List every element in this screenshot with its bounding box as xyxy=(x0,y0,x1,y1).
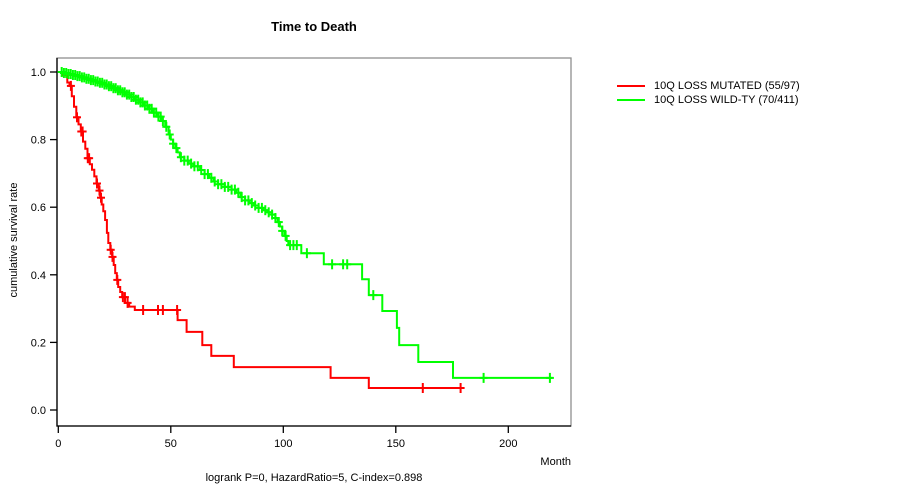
legend-line-green-icon xyxy=(617,99,645,101)
legend: 10Q LOSS MUTATED (55/97) 10Q LOSS WILD-T… xyxy=(617,79,800,107)
y-tick-label: 0.6 xyxy=(31,202,46,214)
x-tick-label: 100 xyxy=(274,438,292,450)
x-tick-label: 150 xyxy=(387,438,405,450)
plot-box xyxy=(56,57,572,427)
y-tick-label: 0.0 xyxy=(31,405,46,417)
x-tick-label: 0 xyxy=(55,438,61,450)
plot-title: Time to Death xyxy=(271,19,357,34)
survival-curve-mutated xyxy=(58,71,465,393)
y-tick-label: 0.8 xyxy=(31,135,46,147)
stats-caption: logrank P=0, HazardRatio=5, C-index=0.89… xyxy=(205,472,423,484)
step-path xyxy=(58,71,462,389)
legend-line-red-icon xyxy=(617,85,645,87)
legend-item-wildtype: 10Q LOSS WILD-TY (70/411) xyxy=(617,93,800,107)
x-axis-label: Month xyxy=(540,456,571,468)
legend-label-mutated: 10Q LOSS MUTATED (55/97) xyxy=(654,80,800,92)
legend-item-mutated: 10Q LOSS MUTATED (55/97) xyxy=(617,79,800,93)
y-tick-label: 1.0 xyxy=(31,67,46,79)
survival-curve-wildtype xyxy=(57,67,554,383)
y-tick-label: 0.2 xyxy=(31,337,46,349)
y-tick-label: 0.4 xyxy=(31,270,46,282)
x-tick-label: 200 xyxy=(499,438,517,450)
x-tick-label: 50 xyxy=(165,438,177,450)
legend-label-wildtype: 10Q LOSS WILD-TY (70/411) xyxy=(654,94,799,106)
step-path xyxy=(58,71,553,379)
axis-lines xyxy=(56,58,571,427)
